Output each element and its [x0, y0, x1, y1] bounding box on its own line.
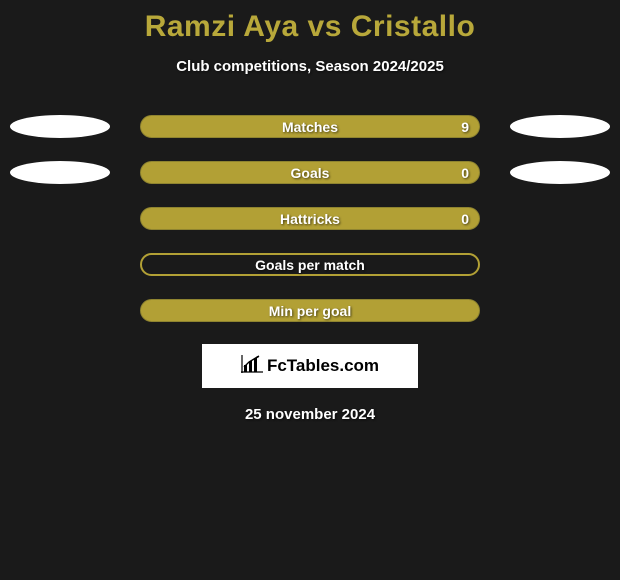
- page-title: Ramzi Aya vs Cristallo: [0, 0, 620, 44]
- stat-bar: Min per goal: [140, 299, 480, 322]
- stat-row-goals: Goals 0: [0, 161, 620, 184]
- stat-row-matches: Matches 9: [0, 115, 620, 138]
- stat-row-hattricks: Hattricks 0: [0, 207, 620, 230]
- stat-value: 0: [461, 211, 469, 227]
- stat-label: Goals: [291, 165, 330, 181]
- stat-value: 0: [461, 165, 469, 181]
- right-value-ellipse: [510, 115, 610, 138]
- stat-label: Min per goal: [269, 303, 351, 319]
- stat-row-goals-per-match: Goals per match: [0, 253, 620, 276]
- stat-row-min-per-goal: Min per goal: [0, 299, 620, 322]
- stat-label: Goals per match: [255, 257, 365, 273]
- right-value-ellipse: [510, 161, 610, 184]
- footer-date: 25 november 2024: [0, 406, 620, 423]
- stat-value: 9: [461, 119, 469, 135]
- page-subtitle: Club competitions, Season 2024/2025: [0, 58, 620, 75]
- branding-box[interactable]: FcTables.com: [202, 344, 418, 388]
- stat-label: Matches: [282, 119, 338, 135]
- stat-bar: Matches 9: [140, 115, 480, 138]
- stat-label: Hattricks: [280, 211, 340, 227]
- bar-chart-icon: [241, 355, 263, 378]
- left-value-ellipse: [10, 161, 110, 184]
- stat-bar: Hattricks 0: [140, 207, 480, 230]
- branding-text: FcTables.com: [267, 356, 379, 376]
- left-value-ellipse: [10, 115, 110, 138]
- stat-bar: Goals 0: [140, 161, 480, 184]
- stat-rows: Matches 9 Goals 0 Hattricks 0 Goals per …: [0, 115, 620, 322]
- stat-bar: Goals per match: [140, 253, 480, 276]
